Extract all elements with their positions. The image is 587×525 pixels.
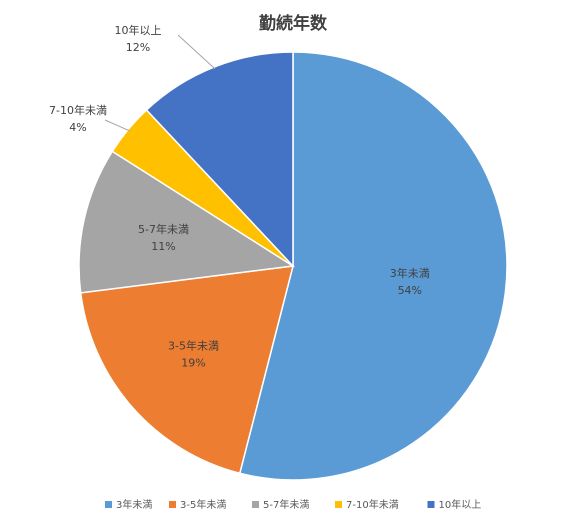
pie-slice-3 [78, 150, 296, 294]
legend-label-5: 10年以上 [439, 498, 482, 511]
slice-category-label-3: 5-7年未満 [138, 222, 189, 236]
leader-line-4 [104, 119, 130, 132]
legend-swatch-4 [335, 501, 342, 508]
legend-swatch-2 [169, 501, 176, 508]
slice-category-label-1: 3年未満 [390, 266, 430, 280]
legend-swatch-1 [105, 501, 112, 508]
legend-label-4: 7-10年未満 [346, 498, 399, 511]
slice-category-label-5: 10年以上 [115, 23, 162, 37]
legend-label-3: 5-7年未満 [263, 498, 309, 511]
chart-title: 勤続年数 [259, 13, 328, 34]
pie-slice-2 [79, 265, 295, 475]
slice-labels: 3年未満 54% 3-5年未満 19% 5-7年未満 11% 7-10年未満 4% 10年以上 1… [49, 23, 430, 370]
slice-value-label-1: 54% [398, 284, 422, 297]
pie-slices [78, 51, 508, 481]
legend-swatch-5 [427, 501, 435, 508]
legend-swatch-3 [252, 501, 259, 508]
legend-label-1: 3年未満 [116, 498, 152, 511]
slice-value-label-5: 12% [126, 41, 150, 54]
slice-category-label-4: 7-10年未満 [49, 103, 107, 117]
slice-category-label-2: 3-5年未満 [168, 339, 219, 353]
slice-value-label-4: 4% [69, 121, 86, 134]
slice-value-label-2: 19% [181, 357, 205, 370]
legend-label-2: 3-5年未満 [180, 498, 226, 511]
pie-slice-1 [238, 51, 508, 481]
leader-lines [104, 34, 216, 132]
pie-slice-5 [145, 51, 294, 268]
leader-line-5 [177, 34, 216, 70]
slice-value-label-3: 11% [151, 240, 175, 253]
legend: 3年未満 3-5年未満 5-7年未満 7-10年未満 10年以上 [105, 498, 481, 511]
